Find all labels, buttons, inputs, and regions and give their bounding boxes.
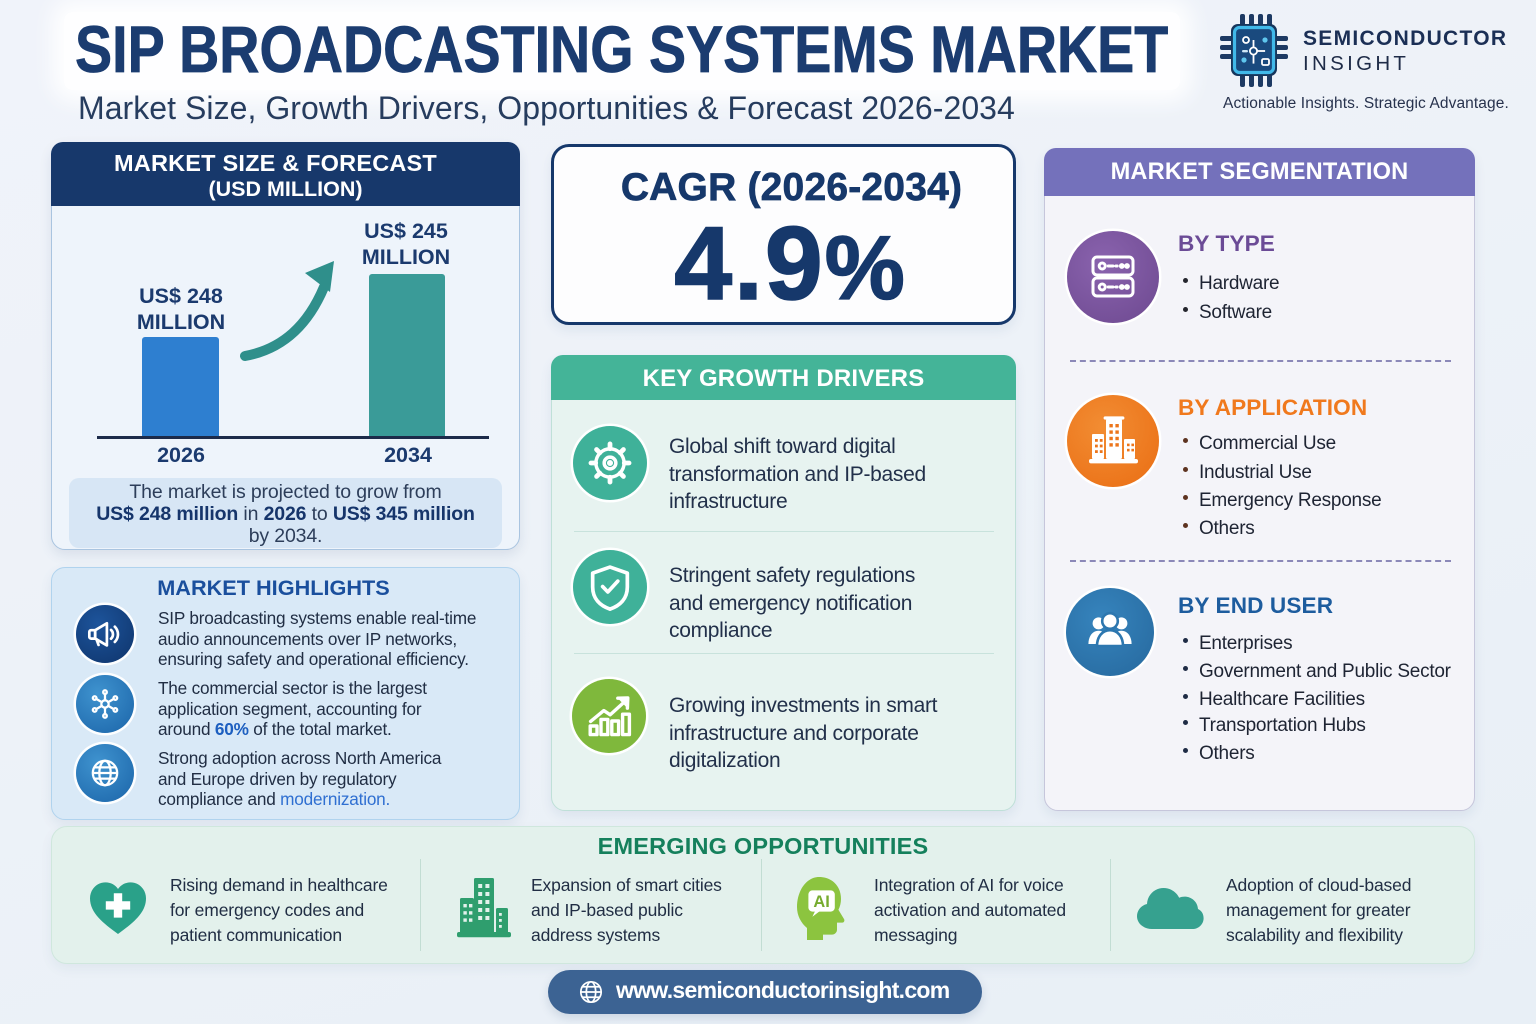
svg-text:AI: AI [813, 893, 829, 911]
